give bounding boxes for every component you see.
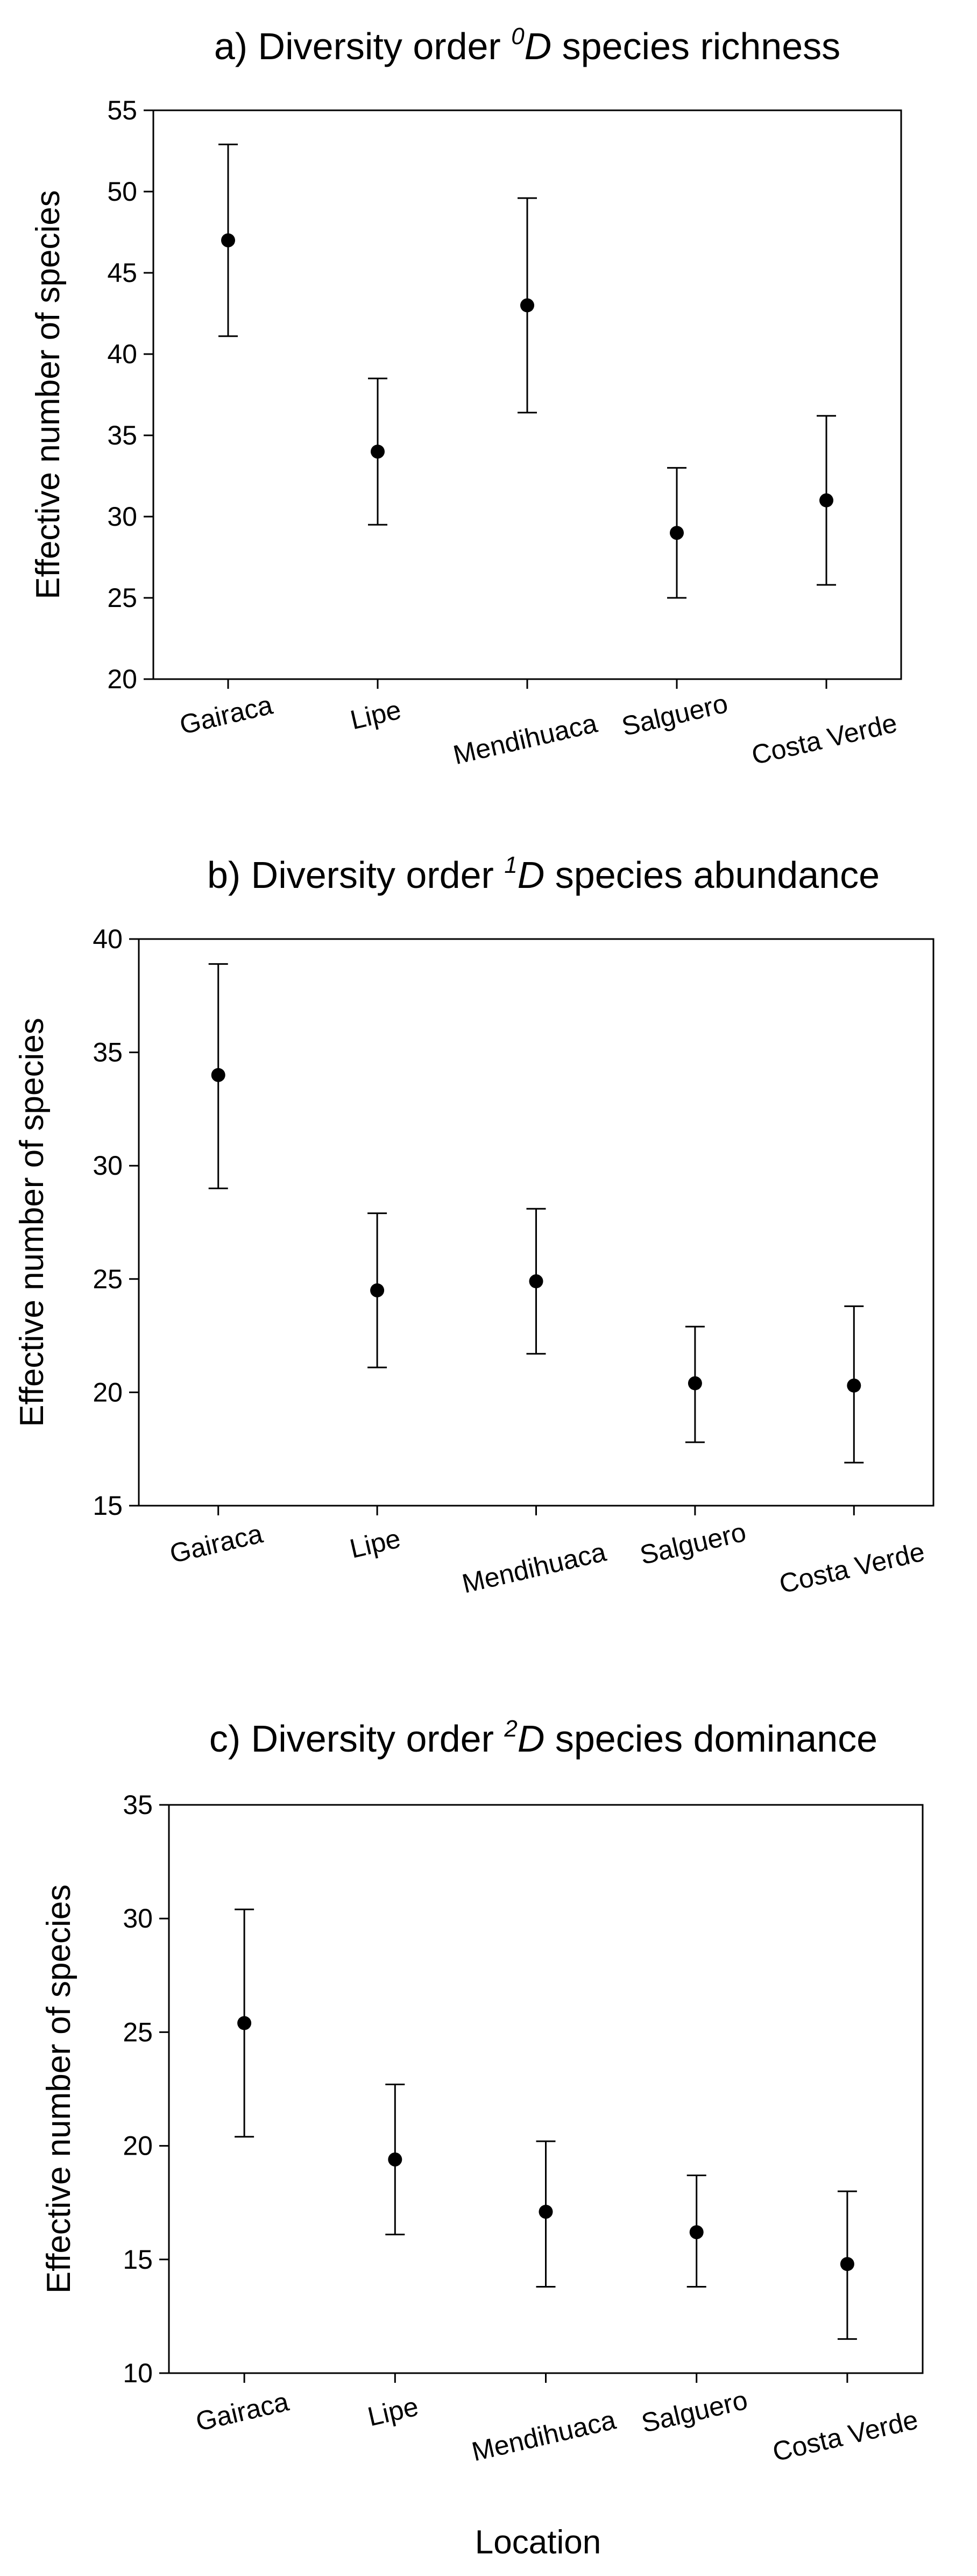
x-category-label: Costa Verde: [770, 2404, 921, 2467]
x-category-label: Mendihuaca: [469, 2404, 619, 2467]
data-point: [221, 233, 235, 248]
data-point: [520, 298, 534, 313]
x-category-label: Salguero: [619, 688, 731, 742]
chart-title-italic: D: [525, 25, 552, 67]
y-axis-title: Effective number of species: [13, 1018, 51, 1427]
plot-frame: [168, 1804, 924, 2374]
y-tick-label: 50: [107, 177, 137, 207]
y-tick-label: 30: [93, 1151, 123, 1181]
data-point: [688, 1376, 702, 1391]
data-point: [211, 1068, 225, 1082]
chart-title-superscript: 0: [511, 23, 525, 50]
chart-panel-1: a) Diversity order 0D species richness 20…: [30, 23, 902, 771]
x-category-label: Mendihuaca: [450, 708, 600, 770]
x-category-label: Costa Verde: [749, 708, 900, 770]
y-tick-label: 25: [107, 583, 137, 613]
chart-title-suffix: species abundance: [544, 854, 880, 896]
y-tick-label: 25: [123, 2017, 153, 2047]
y-tick-label: 10: [123, 2358, 153, 2388]
y-tick-label: 35: [107, 420, 137, 450]
chart-title-italic: D: [518, 854, 545, 896]
y-tick-label: 40: [93, 924, 123, 954]
chart-title-suffix: species richness: [551, 25, 840, 67]
x-category-label: Lipe: [348, 695, 404, 736]
data-point: [840, 2257, 854, 2271]
x-category-label: Costa Verde: [776, 1536, 928, 1599]
chart-panel-2: b) Diversity order 1D species abundance1…: [13, 852, 934, 1599]
chart-title: c) Diversity order 2D species dominance: [209, 1716, 877, 1760]
chart-title-prefix: b) Diversity order: [207, 854, 504, 896]
x-category-label: Salguero: [639, 2385, 751, 2439]
chart-title: a) Diversity order 0D species richness: [214, 23, 840, 67]
y-tick-label: 55: [107, 95, 137, 125]
chart-title-superscript: 1: [504, 852, 517, 878]
x-category-label: Gairaca: [193, 2386, 292, 2437]
y-tick-label: 40: [107, 339, 137, 369]
x-category-label: Gairaca: [177, 689, 275, 740]
y-tick-label: 45: [107, 258, 137, 288]
x-category-label: Mendihuaca: [459, 1536, 609, 1599]
data-point: [819, 493, 833, 507]
x-category-label: Lipe: [347, 1523, 403, 1564]
data-point: [237, 2016, 252, 2030]
data-point: [371, 444, 385, 459]
data-point: [529, 1274, 543, 1289]
chart-title-italic: D: [518, 1718, 545, 1760]
x-category-label: Lipe: [365, 2391, 421, 2432]
x-axis-title: Location: [475, 2524, 601, 2561]
y-tick-label: 20: [93, 1377, 123, 1407]
chart-title-prefix: c) Diversity order: [209, 1718, 504, 1760]
y-tick-label: 20: [107, 664, 137, 694]
y-tick-label: 35: [123, 1790, 153, 1820]
data-point: [689, 2225, 704, 2240]
chart-title-suffix: species dominance: [544, 1718, 877, 1760]
y-tick-label: 35: [93, 1038, 123, 1068]
y-tick-label: 15: [93, 1491, 123, 1521]
x-category-label: Gairaca: [167, 1518, 265, 1569]
chart-title-superscript: 2: [504, 1716, 517, 1742]
y-tick-label: 30: [123, 1903, 153, 1933]
data-point: [847, 1378, 861, 1393]
chart-panel-3: c) Diversity order 2D species dominance 1…: [40, 1716, 924, 2561]
y-tick-label: 25: [93, 1264, 123, 1294]
y-tick-label: 20: [123, 2131, 153, 2161]
y-tick-label: 30: [107, 502, 137, 532]
data-point: [539, 2205, 553, 2219]
data-point: [370, 1283, 385, 1297]
y-tick-label: 15: [123, 2245, 153, 2275]
data-point: [388, 2152, 402, 2166]
x-category-label: Salguero: [637, 1517, 749, 1571]
chart-title: b) Diversity order 1D species abundance: [207, 852, 880, 896]
chart-title-prefix: a) Diversity order: [214, 25, 511, 67]
y-axis-title: Effective number of species: [30, 190, 67, 599]
y-axis-title: Effective number of species: [40, 1885, 77, 2293]
data-point: [670, 526, 684, 540]
